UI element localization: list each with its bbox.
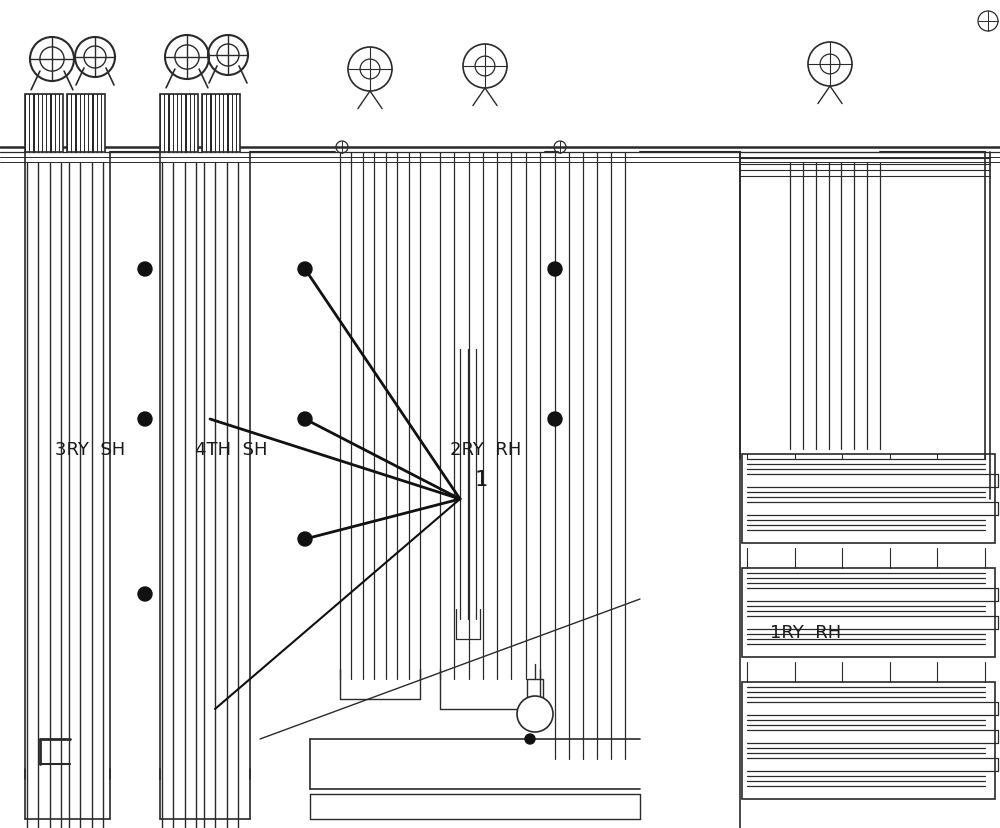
Bar [742,682,995,799]
Circle shape [525,734,535,744]
Bar [202,95,240,153]
Circle shape [138,412,152,426]
Circle shape [298,262,312,277]
Text: 3RY  SH: 3RY SH [55,440,125,459]
Bar [742,455,995,543]
Text: 1RY  RH: 1RY RH [770,623,841,641]
Bar [25,95,63,153]
Bar [742,568,995,657]
Circle shape [138,587,152,601]
Circle shape [517,696,553,732]
Circle shape [298,532,312,546]
Bar [25,95,63,153]
Circle shape [548,412,562,426]
Bar [202,95,240,153]
Bar [67,95,105,153]
Text: 2RY  RH: 2RY RH [450,440,521,459]
Bar [160,95,198,153]
Bar [527,679,543,697]
Text: 4TH  SH: 4TH SH [195,440,268,459]
Text: 1: 1 [475,469,488,489]
Circle shape [548,262,562,277]
Circle shape [138,262,152,277]
Circle shape [298,412,312,426]
Bar [67,95,105,153]
Bar [160,95,198,153]
